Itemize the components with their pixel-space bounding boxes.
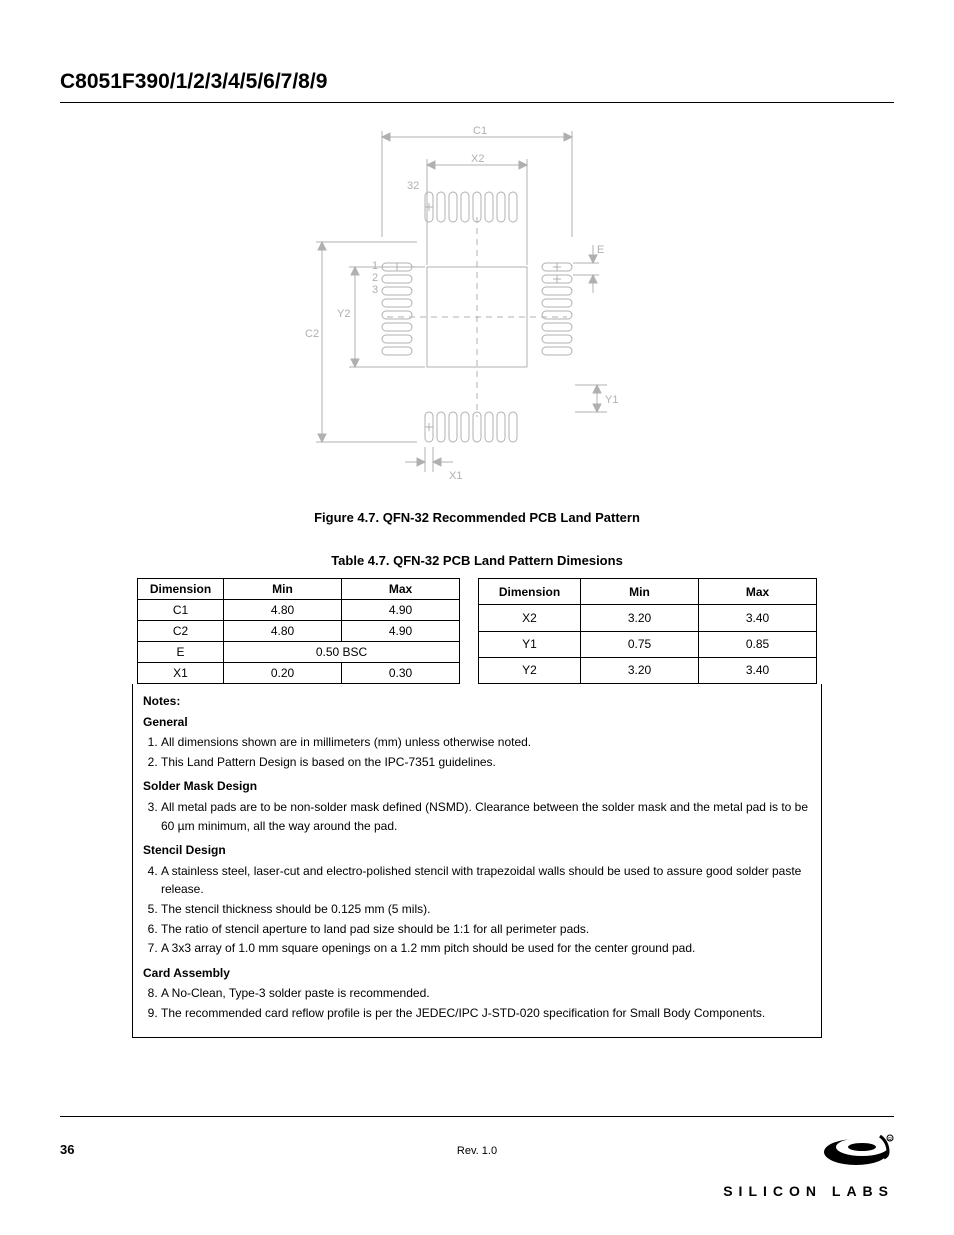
th-dim: Dimension — [479, 579, 581, 605]
silicon-labs-logo: R SILICON LABS — [723, 1132, 894, 1199]
notes-section-stencil: Stencil Design — [143, 841, 811, 860]
note-item: This Land Pattern Design is based on the… — [161, 753, 811, 772]
label-y1: Y1 — [605, 394, 618, 406]
note-item: The recommended card reflow profile is p… — [161, 1004, 811, 1023]
th-max: Max — [699, 579, 817, 605]
label-c1: C1 — [473, 125, 487, 137]
pcb-diagram: C1 X2 E C2 — [60, 117, 894, 492]
label-pin32: 32 — [407, 180, 419, 192]
product-id: C8051F390/1/2/3/4/5/6/7/8/9 — [60, 70, 894, 94]
note-item: The stencil thickness should be 0.125 mm… — [161, 900, 811, 919]
figure-caption: Figure 4.7. QFN-32 Recommended PCB Land … — [60, 510, 894, 525]
table-row: C24.804.90 — [138, 621, 460, 642]
notes-section-assembly: Card Assembly — [143, 964, 811, 983]
notes-header: Notes: — [143, 692, 811, 711]
notes-section-general: General — [143, 713, 811, 732]
dimension-tables: Dimension Min Max C14.804.90 C24.804.90 … — [132, 578, 822, 684]
table-row: E0.50 BSC — [138, 642, 460, 663]
dim-table-right: Dimension Min Max X23.203.40 Y10.750.85 … — [478, 578, 817, 684]
table-row: X23.203.40 — [479, 605, 817, 631]
note-item: A No-Clean, Type-3 solder paste is recom… — [161, 984, 811, 1003]
th-dim: Dimension — [138, 579, 224, 600]
label-x2: X2 — [471, 153, 484, 165]
dim-table-left: Dimension Min Max C14.804.90 C24.804.90 … — [137, 578, 460, 684]
table-row: Y23.203.40 — [479, 657, 817, 683]
label-e: E — [597, 244, 604, 256]
header-rule — [60, 102, 894, 103]
note-item: All metal pads are to be non-solder mask… — [161, 798, 811, 835]
table-row: C14.804.90 — [138, 600, 460, 621]
th-min: Min — [224, 579, 342, 600]
table-row: X10.200.30 — [138, 663, 460, 684]
svg-text:R: R — [888, 1137, 892, 1143]
note-item: All dimensions shown are in millimeters … — [161, 733, 811, 752]
label-c2: C2 — [305, 328, 319, 340]
table-caption: Table 4.7. QFN-32 PCB Land Pattern Dimes… — [60, 553, 894, 568]
th-min: Min — [581, 579, 699, 605]
logo-text: SILICON LABS — [723, 1183, 894, 1199]
label-pin3: 3 — [372, 284, 378, 296]
label-y2: Y2 — [337, 308, 350, 320]
label-pin2: 2 — [372, 272, 378, 284]
label-pin1: 1 — [372, 260, 378, 272]
notes-box: Notes: General All dimensions shown are … — [132, 684, 822, 1038]
footer-rule — [60, 1116, 894, 1117]
note-item: A stainless steel, laser-cut and electro… — [161, 862, 811, 899]
table-row: Y10.750.85 — [479, 631, 817, 657]
th-max: Max — [342, 579, 460, 600]
note-item: A 3x3 array of 1.0 mm square openings on… — [161, 939, 811, 958]
note-item: The ratio of stencil aperture to land pa… — [161, 920, 811, 939]
notes-section-soldermask: Solder Mask Design — [143, 777, 811, 796]
label-x1: X1 — [449, 470, 462, 482]
